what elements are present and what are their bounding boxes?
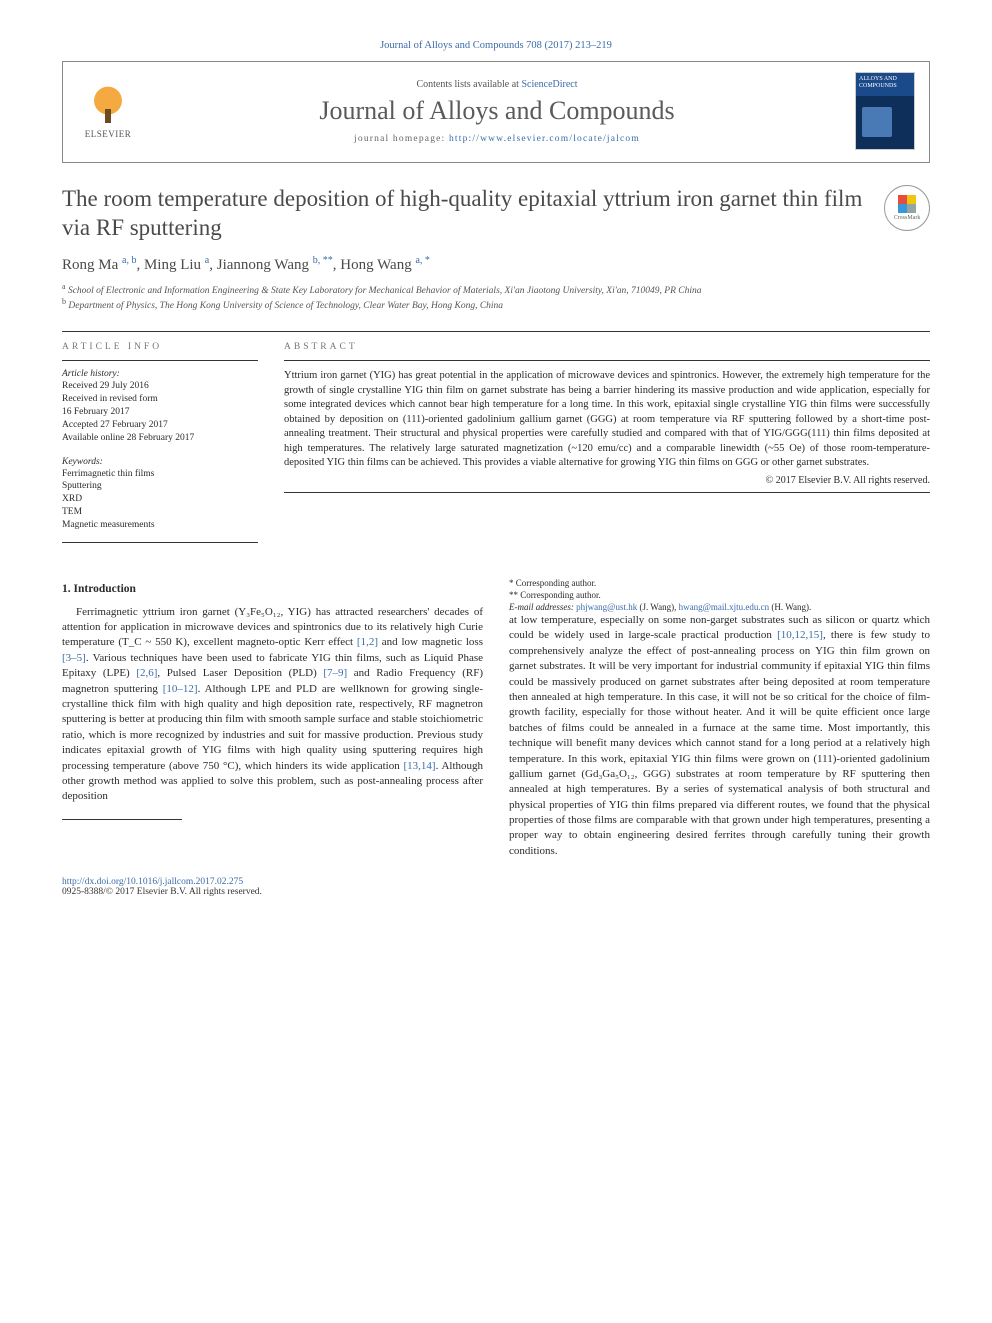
history-item: 16 February 2017 bbox=[62, 406, 258, 419]
affiliation-b: b Department of Physics, The Hong Kong U… bbox=[62, 297, 930, 313]
article-info-column: ARTICLE INFO Article history: Received 2… bbox=[62, 342, 258, 552]
intro-paragraph-1: Ferrimagnetic yttrium iron garnet (Y₃Fe₅… bbox=[62, 605, 483, 805]
footnotes: * Corresponding author. ** Corresponding… bbox=[509, 577, 930, 613]
affiliations: a School of Electronic and Information E… bbox=[62, 282, 930, 314]
contents-line: Contents lists available at ScienceDirec… bbox=[153, 79, 841, 90]
authors-line: Rong Ma a, b, Ming Liu a, Jiannong Wang … bbox=[62, 255, 930, 274]
keyword: Sputtering bbox=[62, 480, 258, 493]
history-item: Received 29 July 2016 bbox=[62, 380, 258, 393]
history-item: Available online 28 February 2017 bbox=[62, 432, 258, 445]
keyword: XRD bbox=[62, 493, 258, 506]
email-link-2[interactable]: hwang@mail.xjtu.edu.cn bbox=[679, 602, 770, 612]
info-abstract-row: ARTICLE INFO Article history: Received 2… bbox=[62, 342, 930, 552]
publisher-logo: ELSEVIER bbox=[77, 83, 139, 139]
doi-link[interactable]: http://dx.doi.org/10.1016/j.jallcom.2017… bbox=[62, 877, 930, 887]
bottom-block: http://dx.doi.org/10.1016/j.jallcom.2017… bbox=[62, 877, 930, 897]
history-item: Received in revised form bbox=[62, 393, 258, 406]
sciencedirect-link[interactable]: ScienceDirect bbox=[521, 79, 577, 90]
info-divider bbox=[62, 360, 258, 361]
elsevier-tree-icon bbox=[86, 83, 130, 127]
corresponding-author-1: * Corresponding author. bbox=[509, 577, 930, 589]
abstract-bottom-divider bbox=[284, 492, 930, 493]
corresponding-author-2: ** Corresponding author. bbox=[509, 589, 930, 601]
homepage-prefix: journal homepage: bbox=[354, 134, 449, 144]
section-heading-introduction: 1. Introduction bbox=[62, 581, 483, 597]
keyword: TEM bbox=[62, 506, 258, 519]
history-label: Article history: bbox=[62, 369, 258, 379]
issn-copyright: 0925-8388/© 2017 Elsevier B.V. All right… bbox=[62, 887, 930, 897]
abstract-text: Yttrium iron garnet (YIG) has great pote… bbox=[284, 369, 930, 470]
abstract-column: ABSTRACT Yttrium iron garnet (YIG) has g… bbox=[284, 342, 930, 552]
keyword: Ferrimagnetic thin films bbox=[62, 468, 258, 481]
crossmark-badge[interactable]: CrossMark bbox=[884, 185, 930, 231]
cover-journal-name: ALLOYS AND COMPOUNDS bbox=[859, 76, 911, 89]
keyword: Magnetic measurements bbox=[62, 519, 258, 532]
abstract-divider bbox=[284, 360, 930, 361]
history-item: Accepted 27 February 2017 bbox=[62, 419, 258, 432]
title-row: The room temperature deposition of high-… bbox=[62, 185, 930, 243]
info-bottom-divider bbox=[62, 542, 258, 543]
abstract-copyright: © 2017 Elsevier B.V. All rights reserved… bbox=[284, 475, 930, 486]
journal-cover-thumbnail: ALLOYS AND COMPOUNDS bbox=[855, 72, 915, 150]
journal-header: ELSEVIER Contents lists available at Sci… bbox=[62, 61, 930, 163]
intro-paragraph-2: at low temperature, especially on some n… bbox=[509, 613, 930, 859]
header-center: Contents lists available at ScienceDirec… bbox=[153, 79, 841, 144]
email-addresses: E-mail addresses: phjwang@ust.hk (J. Wan… bbox=[509, 601, 930, 613]
divider-top bbox=[62, 331, 930, 332]
body-columns: 1. Introduction Ferrimagnetic yttrium ir… bbox=[62, 577, 930, 860]
abstract-label: ABSTRACT bbox=[284, 342, 930, 352]
contents-prefix: Contents lists available at bbox=[416, 79, 521, 90]
affiliation-a: a School of Electronic and Information E… bbox=[62, 282, 930, 298]
homepage-line: journal homepage: http://www.elsevier.co… bbox=[153, 134, 841, 144]
article-info-label: ARTICLE INFO bbox=[62, 342, 258, 352]
crossmark-label: CrossMark bbox=[894, 215, 921, 221]
email-link-1[interactable]: phjwang@ust.hk bbox=[576, 602, 637, 612]
crossmark-icon bbox=[898, 195, 916, 213]
keywords-label: Keywords: bbox=[62, 457, 258, 467]
journal-title: Journal of Alloys and Compounds bbox=[153, 96, 841, 126]
email-label: E-mail addresses: bbox=[509, 602, 574, 612]
publisher-name: ELSEVIER bbox=[85, 129, 132, 139]
email-name-2: (H. Wang). bbox=[771, 602, 811, 612]
email-name-1: (J. Wang), bbox=[639, 602, 676, 612]
homepage-url[interactable]: http://www.elsevier.com/locate/jalcom bbox=[449, 134, 640, 144]
article-title: The room temperature deposition of high-… bbox=[62, 185, 868, 243]
footnote-rule bbox=[62, 819, 182, 820]
journal-reference: Journal of Alloys and Compounds 708 (201… bbox=[62, 40, 930, 51]
